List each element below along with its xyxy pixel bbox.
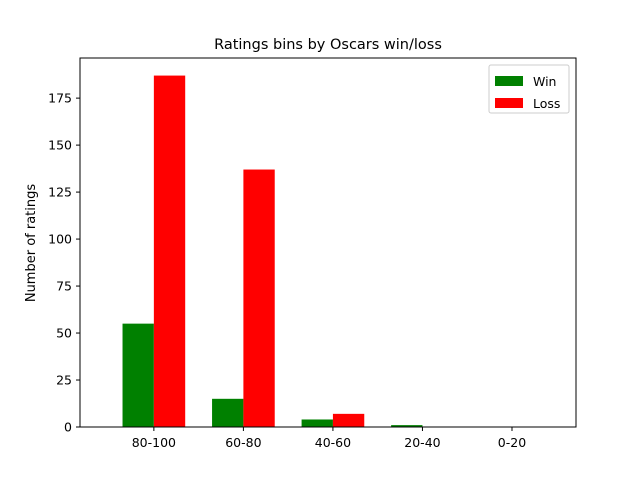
bar-loss-80-100 bbox=[153, 75, 186, 428]
x-axis: 80-100 60-80 40-60 20-40 0-20 bbox=[132, 427, 526, 450]
y-tick-label: 75 bbox=[56, 279, 72, 294]
x-tick-label: 60-80 bbox=[225, 435, 261, 450]
legend-swatch-win bbox=[495, 76, 523, 86]
y-tick-label: 25 bbox=[56, 373, 72, 388]
bars-layer bbox=[122, 75, 423, 428]
legend-label-loss: Loss bbox=[533, 96, 560, 111]
legend-swatch-loss bbox=[495, 98, 523, 108]
y-axis-label: Number of ratings bbox=[24, 184, 39, 303]
bar-win-80-100 bbox=[122, 323, 154, 427]
x-tick-label: 20-40 bbox=[404, 435, 440, 450]
y-tick-label: 150 bbox=[48, 138, 72, 153]
plot-frame bbox=[79, 57, 577, 428]
bar-win-20-40 bbox=[391, 425, 423, 427]
bar-loss-60-80 bbox=[243, 169, 275, 427]
x-tick-label: 40-60 bbox=[315, 435, 351, 450]
y-tick-label: 50 bbox=[56, 326, 72, 341]
y-axis: 0 25 50 75 100 125 150 175 bbox=[48, 91, 80, 435]
legend-label-win: Win bbox=[533, 74, 556, 89]
bar-loss-40-60 bbox=[332, 413, 365, 427]
chart-title: Ratings bins by Oscars win/loss bbox=[214, 37, 442, 53]
y-tick-label: 175 bbox=[48, 91, 72, 106]
y-tick-label: 100 bbox=[48, 232, 72, 247]
legend: Win Loss bbox=[488, 64, 570, 114]
x-tick-label: 80-100 bbox=[132, 435, 176, 450]
bar-win-60-80 bbox=[212, 398, 244, 427]
y-tick-label: 0 bbox=[64, 420, 72, 435]
x-tick-label: 0-20 bbox=[498, 435, 526, 450]
bar-win-40-60 bbox=[301, 419, 333, 427]
y-tick-label: 125 bbox=[48, 185, 72, 200]
